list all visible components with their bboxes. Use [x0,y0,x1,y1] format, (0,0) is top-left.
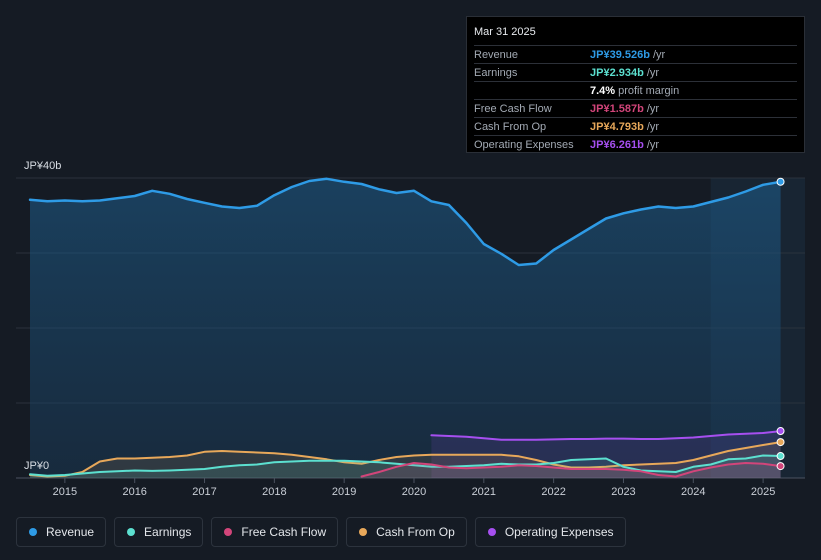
tooltip-row: Earnings JP¥2.934b/yr [474,64,797,82]
legend-label: Revenue [46,525,95,539]
tooltip-unit: /yr [652,49,666,61]
earnings-area [30,455,781,478]
x-tick-label: 2018 [262,486,286,498]
legend-label: Cash From Op [376,525,455,539]
x-tick-label: 2022 [541,486,565,498]
tooltip-row: Cash From Op JP¥4.793b/yr [474,118,797,136]
chart-area: 2015 2016 2017 2018 2019 2020 2021 2022 2023 2024… [16,177,805,498]
tooltip-label: Free Cash Flow [474,103,552,115]
x-tick-label: 2023 [611,486,635,498]
legend-label: Operating Expenses [504,525,614,539]
tooltip-unit: /yr [646,121,660,133]
tooltip-label: Earnings [474,67,518,79]
free-cash-flow-endpoint [776,462,785,471]
revenue-endpoint [776,177,785,186]
revenue-area [30,178,781,479]
legend-dot-icon [487,528,496,536]
tooltip-unit: /yr [646,103,660,115]
tooltip-label: Revenue [474,49,519,61]
tooltip-label: Operating Expenses [474,139,574,151]
operating-expenses-line [430,430,782,441]
cash-from-op-endpoint [776,438,785,447]
legend: Revenue Earnings Free Cash Flow Cash From O… [16,517,626,547]
legend-label: Earnings [144,525,192,539]
tooltip-value: 7.4% [590,85,616,97]
tooltip-value: JP¥1.587b [590,103,644,115]
x-tick-label: 2015 [53,486,77,498]
tooltip-unit: /yr [646,139,660,151]
operating-expenses-endpoint [776,427,785,436]
legend-item-free-cash-flow[interactable]: Free Cash Flow [211,517,339,547]
legend-item-earnings[interactable]: Earnings [114,517,204,547]
tooltip-label [474,83,590,99]
x-tick-label: 2021 [472,486,496,498]
tooltip-label: Cash From Op [474,121,547,133]
tooltip-unit: profit margin [618,85,680,97]
cash-from-op-line [29,441,782,478]
x-tick-label: 2017 [192,486,216,498]
tooltip-row: Operating Expenses JP¥6.261b/yr [474,136,797,153]
tooltip-row: Revenue JP¥39.526b/yr [474,46,797,64]
legend-item-revenue[interactable]: Revenue [16,517,107,547]
tooltip-value: JP¥39.526b [590,49,650,61]
x-tick-label: 2025 [751,486,775,498]
x-tick-label: 2020 [402,486,426,498]
legend-dot-icon [29,528,37,536]
tooltip-value: JP¥2.934b [590,67,644,79]
legend-label: Free Cash Flow [241,525,327,539]
free-cash-flow-line [360,462,782,478]
tooltip-row: Free Cash Flow JP¥1.587b/yr [474,100,797,118]
tooltip-value: JP¥4.793b [590,121,644,133]
legend-item-operating-expenses[interactable]: Operating Expenses [474,517,626,547]
tooltip-unit: /yr [646,67,660,79]
legend-dot-icon [127,528,136,536]
tooltip-date: Mar 31 2025 [474,25,797,46]
tooltip-value: JP¥6.261b [590,139,644,151]
x-tick-label: 2016 [122,486,146,498]
revenue-line [28,177,782,267]
legend-item-cash-from-op[interactable]: Cash From Op [346,517,467,547]
tooltip-row: 7.4% profit margin [474,82,797,100]
free-cash-flow-area [361,463,781,478]
legend-dot-icon [224,528,233,536]
earnings-endpoint [776,452,785,461]
x-axis-ticks: 2015 2016 2017 2018 2019 2020 2021 2022 2023 2024… [53,478,775,498]
legend-dot-icon [359,528,368,536]
y-axis-bottom-label: JP¥0 [24,460,50,472]
y-axis-top-label: JP¥40b [24,160,62,172]
series-layer [28,177,785,479]
x-tick-label: 2024 [681,486,705,498]
tooltip-panel: Mar 31 2025 Revenue JP¥39.526b/yr Earnings… [466,16,805,153]
x-tick-label: 2019 [332,486,356,498]
